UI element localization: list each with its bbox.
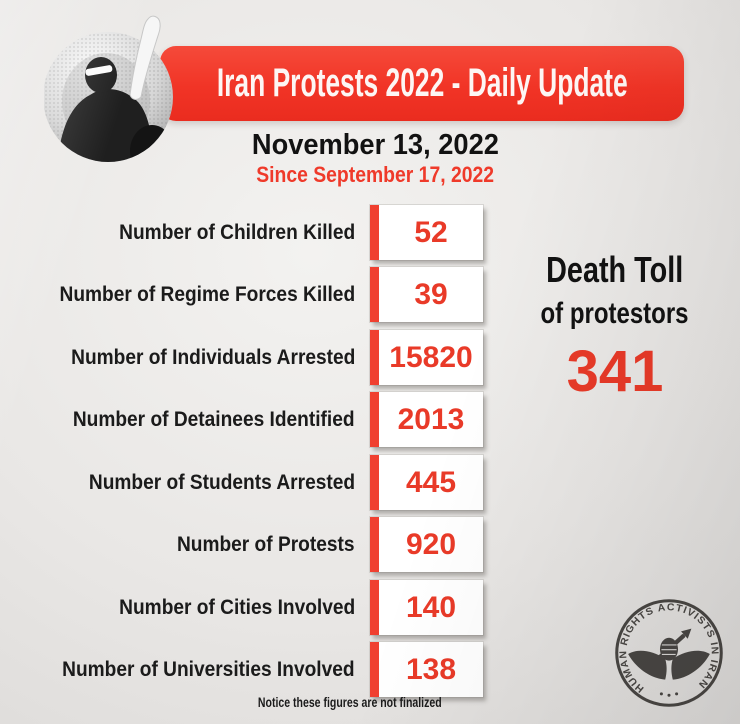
stat-row: Number of Universities Involved 138 xyxy=(0,642,740,697)
stat-value-box: 920 xyxy=(370,517,483,572)
death-toll-heading: Death Toll xyxy=(546,249,684,290)
stat-value-box: 2013 xyxy=(370,392,483,447)
death-toll-block: Death Toll of protestors 341 xyxy=(515,250,715,401)
stat-value-box: 39 xyxy=(370,267,483,322)
stat-value-box: 52 xyxy=(370,205,483,260)
stat-row: Number of Protests 920 xyxy=(0,517,740,572)
stat-label: Number of Children Killed xyxy=(118,220,355,244)
stat-value-box: 140 xyxy=(370,580,483,635)
stat-label: Number of Detainees Identified xyxy=(73,407,355,431)
stat-value-box: 138 xyxy=(370,642,483,697)
death-toll-value: 341 xyxy=(566,339,664,404)
stat-value-box: 15820 xyxy=(370,330,483,385)
stat-label: Number of Protests xyxy=(177,532,355,556)
stat-label: Number of Individuals Arrested xyxy=(70,345,355,369)
stat-label: Number of Students Arrested xyxy=(88,470,355,494)
stat-label: Number of Regime Forces Killed xyxy=(59,282,355,306)
stat-row: Number of Detainees Identified 2013 xyxy=(0,392,740,447)
hra-iran-stamp-icon: HUMAN RIGHTS ACTIVISTS IN IRAN xyxy=(612,596,726,710)
stat-row: Number of Cities Involved 140 xyxy=(0,580,740,635)
stat-row: Number of Individuals Arrested 15820 xyxy=(0,330,740,385)
date-block: November 13, 2022 Since September 17, 20… xyxy=(165,128,585,188)
stat-row: Number of Students Arrested 445 xyxy=(0,455,740,510)
footer-note: Notice these figures are not finalized xyxy=(258,695,442,710)
death-toll-subheading: of protestors xyxy=(540,297,689,330)
raised-fist-photo-icon xyxy=(43,15,173,162)
stat-row: Number of Children Killed 52 xyxy=(0,205,740,260)
stat-value-box: 445 xyxy=(370,455,483,510)
stat-row: Number of Regime Forces Killed 39 xyxy=(0,267,740,322)
report-date: November 13, 2022 xyxy=(251,129,499,161)
stat-label: Number of Cities Involved xyxy=(118,595,355,619)
since-date: Since September 17, 2022 xyxy=(256,162,494,187)
stat-label: Number of Universities Involved xyxy=(62,657,355,681)
title-banner: Iran Protests 2022 - Daily Update xyxy=(160,46,684,121)
protester-photo xyxy=(43,1,194,169)
page-title: Iran Protests 2022 - Daily Update xyxy=(216,61,628,105)
